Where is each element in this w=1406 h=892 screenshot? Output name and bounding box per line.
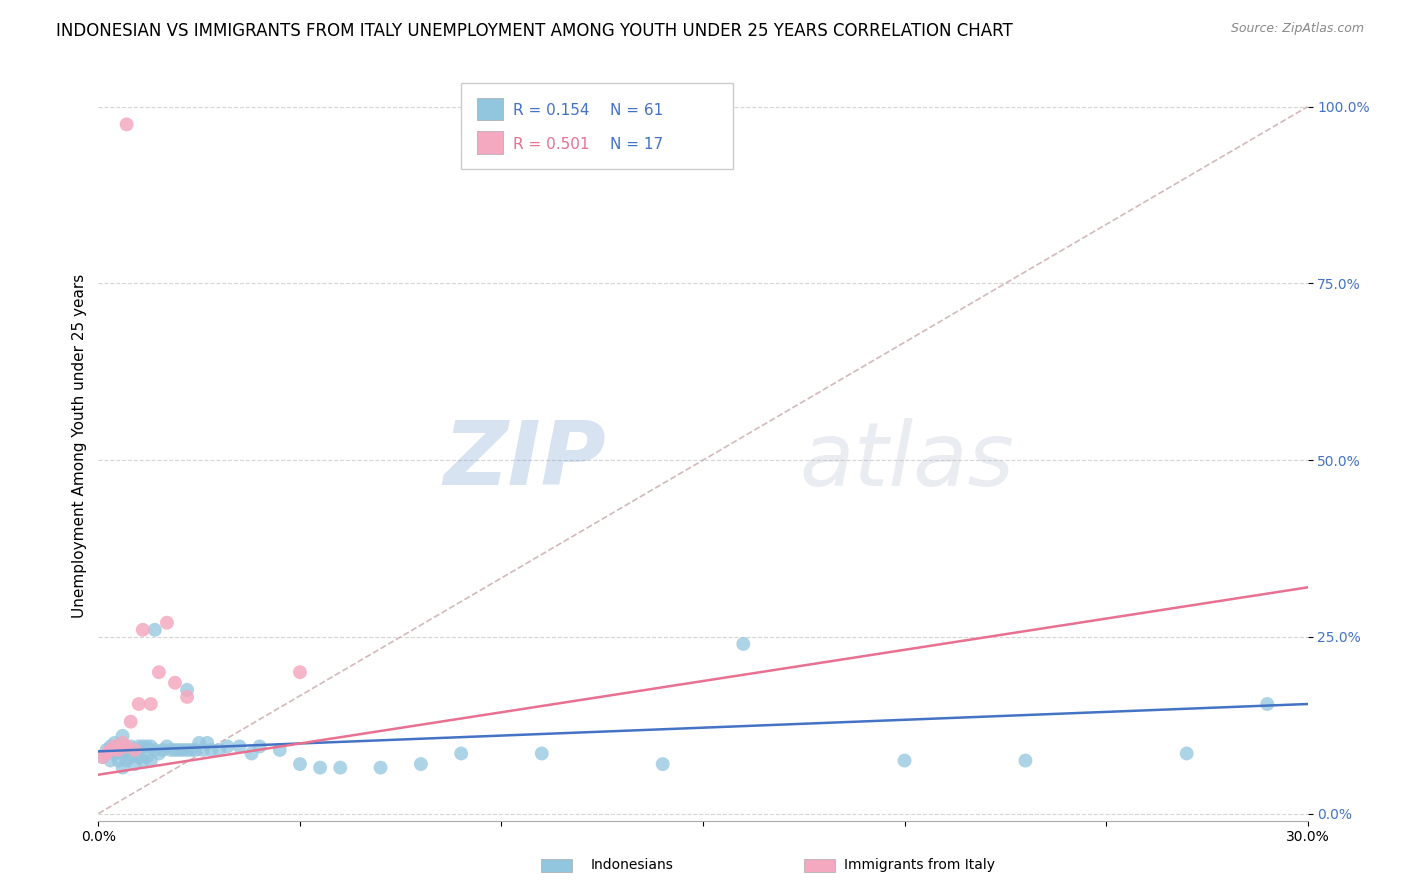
Point [176,743,198,757]
Point [180,743,202,757]
Point [156,615,179,630]
Point [128,697,150,711]
Point [148,665,170,680]
Point [184,743,207,757]
Point [1014,754,1036,768]
Point [530,747,553,761]
Point [193,743,215,757]
Point [100,754,122,768]
Point [160,743,183,757]
Point [128,750,150,764]
Point [733,637,755,651]
Point [111,761,134,775]
Point [120,750,142,764]
FancyBboxPatch shape [477,131,503,153]
Point [96,747,118,761]
Point [1256,697,1278,711]
Point [139,754,162,768]
Text: Immigrants from Italy: Immigrants from Italy [844,858,994,872]
Point [128,739,150,754]
Point [103,736,125,750]
Point [143,743,166,757]
Point [176,690,198,704]
Point [269,743,291,757]
Point [156,739,179,754]
Point [115,117,138,131]
Point [208,743,231,757]
Point [124,757,146,772]
Point [1175,747,1198,761]
Point [893,754,915,768]
FancyBboxPatch shape [461,83,734,169]
Point [228,739,250,754]
Text: R = 0.501: R = 0.501 [513,136,589,152]
Point [148,747,170,761]
Point [249,739,271,754]
Point [651,757,673,772]
Point [143,623,166,637]
Point [172,743,194,757]
Point [107,754,129,768]
Point [409,757,432,772]
Text: INDONESIAN VS IMMIGRANTS FROM ITALY UNEMPLOYMENT AMONG YOUTH UNDER 25 YEARS CORR: INDONESIAN VS IMMIGRANTS FROM ITALY UNEM… [56,22,1012,40]
Point [103,739,125,754]
Point [370,761,392,775]
Point [120,714,142,729]
Y-axis label: Unemployment Among Youth under 25 years: Unemployment Among Youth under 25 years [72,274,87,618]
Point [124,743,146,757]
Text: R = 0.154: R = 0.154 [513,103,589,118]
Point [167,743,190,757]
Point [115,739,138,754]
Point [163,743,186,757]
Point [139,739,162,754]
Point [195,736,218,750]
Point [132,754,155,768]
Point [163,675,186,690]
Point [288,665,311,680]
Point [288,757,311,772]
Point [309,761,332,775]
Point [107,743,129,757]
Point [103,747,125,761]
Text: N = 61: N = 61 [610,103,664,118]
Point [107,739,129,754]
Point [111,729,134,743]
Text: ZIP: ZIP [443,417,606,505]
Text: N = 17: N = 17 [610,136,664,152]
Point [96,743,118,757]
Text: Indonesians: Indonesians [591,858,673,872]
Point [111,736,134,750]
Point [124,743,146,757]
Text: atlas: atlas [800,418,1015,504]
Point [329,761,352,775]
Point [450,747,472,761]
Point [240,747,263,761]
Point [115,743,138,757]
FancyBboxPatch shape [477,97,503,120]
Point [200,743,222,757]
Point [91,750,114,764]
Point [217,739,239,754]
Point [135,739,157,754]
Point [120,739,142,754]
Point [115,754,138,768]
Point [91,750,114,764]
Point [132,739,155,754]
Point [139,697,162,711]
Point [111,747,134,761]
Point [100,743,122,757]
Point [100,739,122,754]
Point [176,682,198,697]
Text: Source: ZipAtlas.com: Source: ZipAtlas.com [1230,22,1364,36]
Point [135,750,157,764]
Point [188,736,211,750]
Point [132,623,155,637]
Point [152,743,174,757]
